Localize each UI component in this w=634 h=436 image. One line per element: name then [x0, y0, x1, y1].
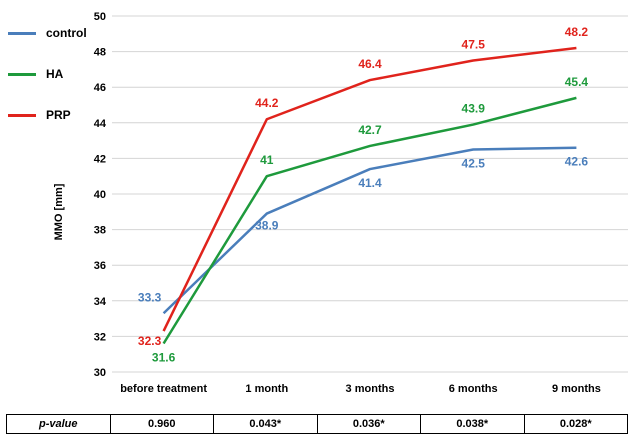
data-label: 45.4 — [565, 75, 589, 89]
x-axis-ticks: before treatment 1 month 3 months 6 months 9… — [120, 383, 601, 395]
data-label: 41.4 — [358, 176, 382, 190]
y-tick-label: 32 — [94, 331, 106, 343]
legend-swatch — [8, 31, 36, 35]
y-axis-label: MMO [mm] — [53, 183, 65, 240]
p-value-cell: 0.028* — [523, 414, 628, 434]
p-value-cell: 0.038* — [420, 414, 525, 434]
data-label: 42.6 — [565, 155, 589, 169]
x-tick-label: 9 months — [552, 383, 601, 395]
series-line-prp — [162, 46, 577, 332]
p-value-cell: 0.043* — [213, 414, 318, 434]
data-label: 48.2 — [565, 25, 589, 39]
p-value-table: p-value 0.960 0.043* 0.036* 0.038* 0.028… — [6, 414, 628, 434]
legend-label: control — [46, 26, 87, 40]
data-label: 44.2 — [255, 96, 279, 110]
y-tick-label: 42 — [94, 153, 106, 165]
data-label: 47.5 — [462, 38, 486, 52]
y-tick-label: 48 — [94, 47, 106, 59]
x-tick-label: before treatment — [120, 383, 207, 395]
data-label: 42.5 — [462, 157, 486, 171]
legend-swatch — [8, 72, 36, 76]
series-lines — [162, 46, 577, 345]
legend-item-ha: HA — [8, 63, 63, 85]
x-tick-label: 3 months — [346, 383, 395, 395]
y-tick-label: 44 — [94, 118, 107, 130]
y-tick-label: 50 — [94, 11, 106, 23]
p-value-label: p-value — [6, 414, 111, 434]
y-tick-label: 40 — [94, 189, 106, 201]
data-label: 32.3 — [138, 334, 162, 348]
data-label: 42.7 — [358, 123, 382, 137]
p-value-cell: 0.036* — [316, 414, 421, 434]
data-label: 43.9 — [462, 102, 486, 116]
y-tick-label: 36 — [94, 260, 106, 272]
legend-label: PRP — [46, 108, 71, 122]
legend-swatch — [8, 113, 36, 117]
series-line-control — [162, 146, 577, 315]
data-label: 33.3 — [138, 290, 162, 304]
legend-label: HA — [46, 67, 64, 81]
y-axis-ticks: 30 32 34 36 38 40 42 44 46 48 50 — [94, 11, 107, 379]
p-value-cell: 0.960 — [109, 414, 214, 434]
data-label: 41 — [260, 153, 274, 167]
y-tick-label: 30 — [94, 367, 106, 379]
legend-item-control: control — [8, 22, 87, 44]
data-label: 31.6 — [152, 351, 176, 365]
y-tick-label: 34 — [94, 296, 107, 308]
y-tick-label: 46 — [94, 82, 106, 94]
y-tick-label: 38 — [94, 225, 106, 237]
data-label: 38.9 — [255, 219, 279, 233]
x-tick-label: 6 months — [449, 383, 498, 395]
legend-item-prp: PRP — [8, 104, 71, 126]
data-label: 46.4 — [358, 57, 382, 71]
data-labels: 33.3 38.9 41.4 42.5 42.6 31.6 41 42.7 43.9 45.4 32… — [138, 25, 588, 364]
p-value-row: p-value 0.960 0.043* 0.036* 0.038* 0.028… — [6, 414, 628, 434]
x-tick-label: 1 month — [245, 383, 288, 395]
series-line-ha — [162, 96, 577, 345]
